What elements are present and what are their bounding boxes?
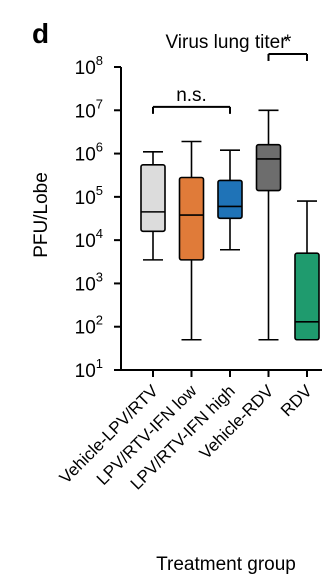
y-tick-label: 102 [75, 313, 103, 339]
x-tick-label: RDV [277, 381, 316, 420]
y-tick-label: 106 [75, 140, 103, 166]
y-tick-label: 107 [75, 96, 103, 122]
chart-title: Virus lung titer [165, 32, 287, 53]
y-tick-label: 108 [75, 53, 103, 79]
panel-label: d [32, 18, 49, 49]
box-body [294, 252, 320, 341]
y-tick-label: 105 [75, 183, 103, 209]
significance-label: * [284, 32, 292, 53]
y-tick-label: 101 [75, 356, 103, 382]
box-body [178, 176, 205, 261]
box-body [217, 179, 243, 220]
x-axis-label: Treatment group [156, 554, 296, 575]
box-body [255, 143, 282, 192]
y-tick-label: 103 [75, 269, 103, 295]
y-tick-label: 104 [75, 226, 103, 252]
box-body [140, 164, 166, 233]
significance-label: n.s. [176, 85, 207, 106]
plot-area: 101102103104105106107108Vehicle-LPV/RTVL… [56, 32, 322, 493]
y-axis-label: PFU/Lobe [31, 172, 52, 258]
